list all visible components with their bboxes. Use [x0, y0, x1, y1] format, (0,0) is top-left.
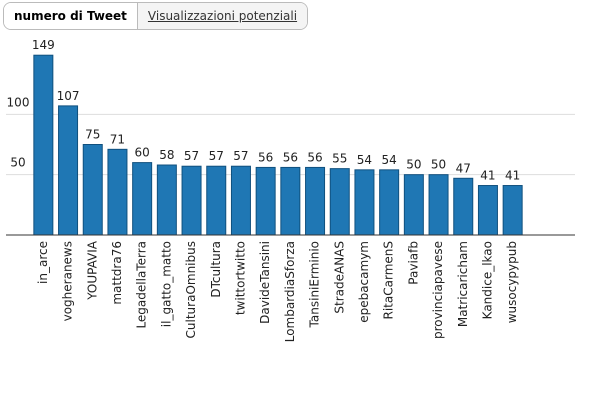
data-label: 58: [159, 148, 174, 162]
data-label: 55: [332, 152, 347, 166]
data-label: 107: [57, 89, 80, 103]
bar: [502, 185, 523, 236]
bar: [354, 169, 375, 236]
bar: [379, 169, 400, 236]
x-tick-label: twittortwitto: [233, 241, 247, 315]
x-tick-label: vogheranews: [61, 241, 75, 321]
tab[interactable]: numero di Tweet: [4, 3, 138, 29]
data-label: 57: [209, 149, 224, 163]
x-tick-label: Paviafb: [406, 241, 420, 285]
x-tick-label: LegadellaTerra: [135, 241, 149, 329]
x-tick-label: il_gatto_matto: [159, 241, 173, 327]
x-tick-label: StradeANAS: [332, 241, 346, 314]
x-tick-label: provinciapavese: [431, 241, 445, 339]
data-label: 57: [184, 149, 199, 163]
x-tick-label: wusocypypub: [505, 241, 519, 323]
bar: [428, 174, 449, 236]
data-label: 57: [233, 149, 248, 163]
y-tick-label: 50: [10, 156, 25, 170]
bar: [132, 162, 153, 236]
bar: [280, 166, 301, 236]
x-tick-label: RitaCarmenS: [382, 241, 396, 319]
x-tick-label: in_arce: [36, 241, 50, 284]
data-label: 41: [505, 169, 520, 183]
data-label: 54: [357, 153, 372, 167]
x-tick-label: mattdra76: [110, 241, 124, 305]
bar: [82, 144, 103, 236]
bar: [477, 185, 498, 236]
bar: [230, 165, 251, 236]
x-tick-label: Matricaricham: [456, 241, 470, 327]
x-tick-label: LombardiaSforza: [283, 241, 297, 342]
data-label: 41: [480, 169, 495, 183]
bar: [33, 54, 54, 236]
bar: [305, 166, 326, 236]
bar: [156, 164, 177, 236]
data-label: 60: [135, 146, 150, 160]
x-tick-label: CulturaOmnibus: [184, 241, 198, 338]
x-tick-label: DavideTansini: [258, 241, 272, 324]
bar: [206, 165, 227, 236]
data-label: 56: [307, 150, 322, 164]
data-label: 149: [32, 38, 55, 52]
bar: [181, 165, 202, 236]
bar: [329, 168, 350, 236]
data-label: 50: [431, 158, 446, 172]
bar: [453, 177, 474, 236]
data-label: 54: [382, 153, 397, 167]
bar: [403, 174, 424, 236]
bar: [58, 105, 79, 236]
data-label: 75: [85, 128, 100, 142]
x-tick-label: epebacamym: [357, 241, 371, 323]
data-label: 71: [110, 132, 125, 146]
x-tick-label: YOUPAVIA: [85, 240, 99, 301]
tab-bar: numero di Tweet Visualizzazioni potenzia…: [3, 2, 309, 30]
data-label: 47: [456, 161, 471, 175]
data-label: 56: [258, 150, 273, 164]
x-tick-label: TansiniErminio: [308, 241, 322, 328]
y-tick-label: 100: [7, 95, 30, 109]
x-tick-label: DTcultura: [209, 241, 223, 298]
x-tick-label: Kandice_lkao: [480, 241, 494, 319]
data-label: 56: [283, 150, 298, 164]
data-label: 50: [406, 158, 421, 172]
bar: [255, 166, 276, 236]
tab[interactable]: Visualizzazioni potenziali: [137, 3, 308, 29]
bar: [107, 148, 128, 236]
